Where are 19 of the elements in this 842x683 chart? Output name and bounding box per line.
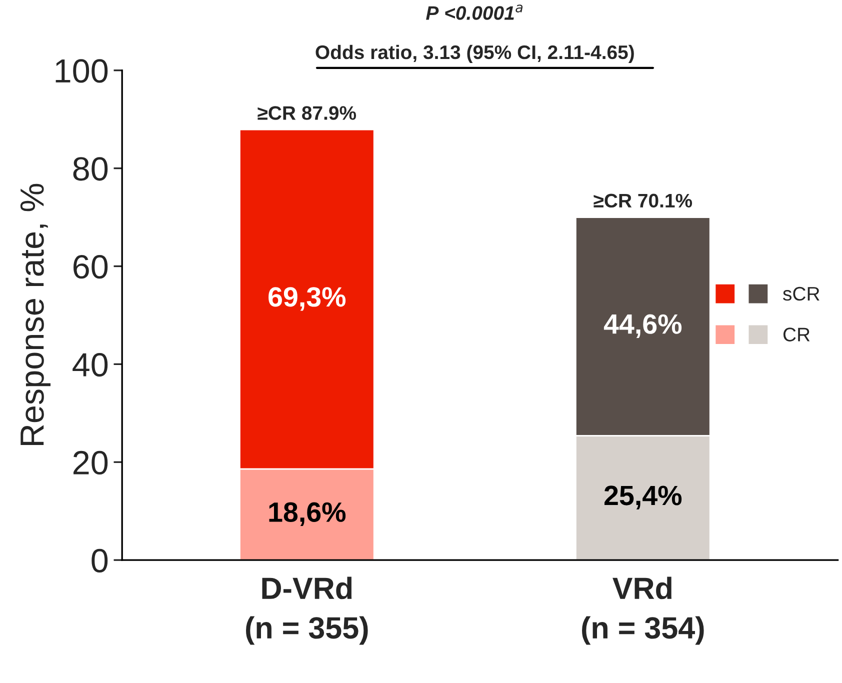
y-tick-label: 60 (74, 255, 108, 279)
y-tick-label: 40 (72, 352, 108, 377)
y-tick-label: 80 (73, 157, 108, 181)
text: Odds ratio, 3.13 (95% CI, 2.11-4.65) (316, 44, 634, 64)
legend-label: sCR (783, 286, 820, 301)
legend-label: CR (783, 328, 810, 342)
y-tick-label: 100 (56, 59, 108, 83)
y-tick-label: 0 (92, 548, 108, 572)
y-tick-label: 20 (74, 450, 108, 475)
y-axis-title: Response rate, % (20, 184, 51, 445)
data-label: 18,6% (269, 502, 346, 526)
data-label: 25,4% (604, 486, 682, 510)
data-label: 69,3% (268, 287, 346, 311)
total-label: ≥CR 70.1% (594, 194, 692, 208)
data-label: 44,6% (604, 314, 682, 338)
x-tick-label: D-VRd (n = 355) (246, 576, 368, 645)
text: P <0.0001$^{a}$ (426, 4, 523, 20)
x-tick-label: VRd (n = 354) (582, 576, 704, 645)
total-label: ≥CR 87.9% (258, 106, 356, 120)
